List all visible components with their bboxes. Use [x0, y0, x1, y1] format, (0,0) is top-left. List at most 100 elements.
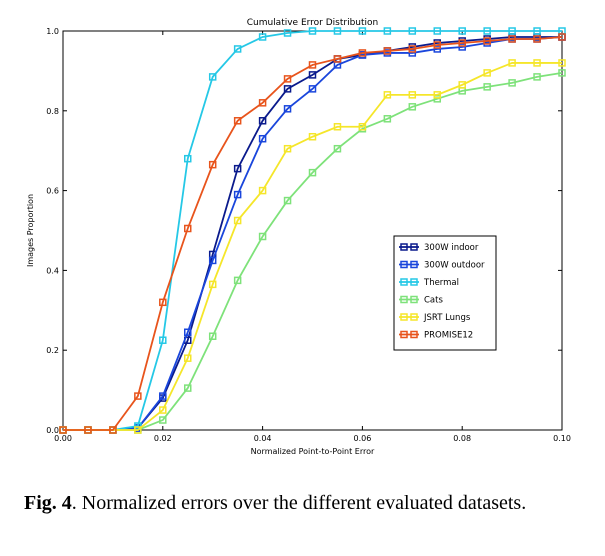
- y-tick-label: 0.8: [46, 107, 59, 116]
- data-point: [258, 117, 267, 125]
- series-line: [63, 36, 563, 431]
- data-point: [233, 276, 242, 285]
- data-point: [184, 384, 192, 392]
- legend-label: PROMISE12: [424, 331, 473, 341]
- data-point: [184, 154, 192, 163]
- legend-swatch-marker: [400, 330, 408, 339]
- y-tick-label: 0.6: [46, 187, 59, 196]
- caption-label: Fig. 4: [24, 492, 72, 514]
- y-axis-title: Images Proportion: [26, 194, 35, 267]
- data-point: [533, 35, 541, 43]
- data-point: [483, 69, 491, 77]
- data-point: [533, 59, 541, 67]
- data-point: [358, 27, 367, 35]
- data-point: [258, 99, 267, 107]
- caption-text: . Normalized errors over the different e…: [71, 492, 527, 514]
- data-point: [308, 85, 317, 93]
- legend-label: JSRT Lungs: [423, 313, 471, 323]
- data-point: [508, 79, 516, 87]
- data-point: [134, 392, 142, 400]
- data-point: [308, 168, 317, 177]
- data-point: [208, 160, 217, 169]
- data-point: [159, 416, 167, 424]
- data-point: [408, 27, 417, 35]
- data-point: [383, 27, 392, 35]
- data-point: [258, 33, 267, 41]
- series-line: [63, 62, 562, 431]
- chart-title: Cumulative Error Distribution: [247, 18, 379, 28]
- data-point: [458, 81, 466, 89]
- plot-frame: [62, 30, 563, 431]
- data-point: [159, 336, 167, 344]
- y-tick-label: 0.0: [46, 426, 59, 435]
- data-point: [84, 426, 92, 434]
- legend-item: Cats: [399, 296, 443, 306]
- legend-swatch-marker: [400, 295, 408, 304]
- data-point: [458, 39, 466, 47]
- data-point: [408, 49, 417, 57]
- x-tick-label: 0.04: [254, 434, 272, 443]
- series-line: [63, 72, 563, 431]
- data-point: [233, 164, 242, 173]
- legend-swatch-marker: [410, 278, 418, 286]
- data-point: [333, 55, 342, 63]
- data-point: [308, 71, 317, 79]
- data-point: [558, 59, 566, 67]
- series-line: [63, 30, 562, 431]
- y-tick-label: 1.0: [46, 27, 59, 36]
- legend-swatch-marker: [400, 243, 408, 251]
- data-point: [233, 190, 242, 199]
- data-point: [408, 91, 417, 99]
- legend-swatch-marker: [400, 260, 408, 269]
- data-point: [533, 73, 541, 81]
- series-lines: [59, 27, 566, 434]
- data-point: [458, 27, 466, 35]
- data-point: [333, 27, 342, 35]
- data-point: [184, 354, 192, 362]
- legend-swatch-marker: [410, 243, 418, 251]
- data-point: [159, 406, 167, 414]
- data-point: [308, 132, 317, 141]
- data-point: [134, 426, 142, 434]
- axes: 0.00 0.02 0.04 0.06 0.08 0.10 0.0 0.2 0.4 0.6 0.8 1…: [46, 27, 571, 443]
- legend-item: Thermal: [399, 278, 459, 288]
- data-point: [258, 186, 267, 195]
- series-promise12: [59, 33, 566, 434]
- data-point: [383, 115, 392, 123]
- data-point: [383, 91, 392, 99]
- data-point: [383, 47, 392, 55]
- data-point: [283, 196, 292, 205]
- data-point: [333, 144, 342, 153]
- data-point: [358, 123, 367, 131]
- legend: 300W indoor 300W outdoor Thermal Cats JSRT L…: [393, 235, 497, 351]
- data-point: [433, 41, 441, 49]
- data-point: [433, 91, 441, 99]
- legend-item: 300W outdoor: [399, 261, 485, 271]
- data-point: [283, 29, 292, 37]
- data-point: [283, 85, 292, 93]
- data-point: [233, 117, 242, 125]
- legend-item: JSRT Lungs: [399, 313, 471, 323]
- data-point: [283, 105, 292, 113]
- data-point: [159, 298, 167, 307]
- legend-item: 300W indoor: [399, 243, 479, 253]
- legend-swatch-marker: [400, 313, 408, 321]
- data-point: [184, 224, 192, 233]
- data-point: [483, 83, 491, 91]
- legend-label: 300W indoor: [424, 243, 479, 253]
- y-tick-label: 0.2: [46, 346, 59, 355]
- data-point: [408, 45, 417, 53]
- data-point: [433, 27, 441, 35]
- data-point: [508, 59, 516, 67]
- data-point: [433, 95, 441, 103]
- x-tick-label: 0.10: [553, 434, 571, 443]
- legend-swatch-marker: [410, 313, 418, 321]
- x-tick-label: 0.08: [453, 434, 471, 443]
- data-point: [59, 426, 67, 434]
- x-axis-title: Normalized Point-to-Point Error: [251, 447, 375, 456]
- data-point: [433, 45, 441, 53]
- data-point: [408, 103, 417, 111]
- legend-swatch-marker: [410, 260, 418, 269]
- legend-swatch-marker: [410, 295, 418, 304]
- series-line: [63, 36, 563, 431]
